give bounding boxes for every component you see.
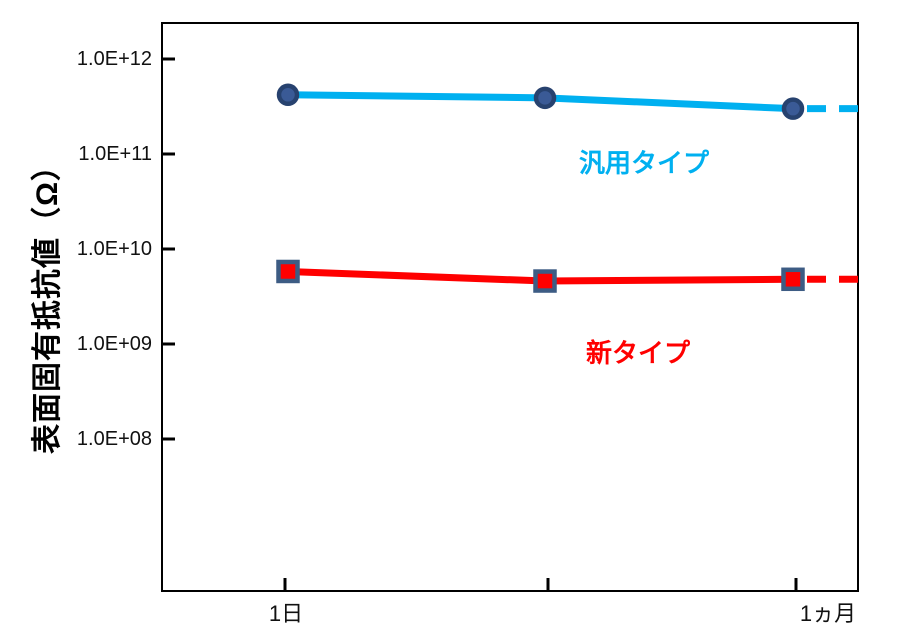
marker-square-new	[276, 259, 300, 284]
marker-circle-general	[533, 86, 557, 110]
series-label-new-type: 新タイプ	[586, 338, 691, 368]
y-tick-label: 1.0E+09	[76, 333, 152, 355]
marker-square-new	[533, 269, 557, 293]
marker-circle-general	[781, 97, 805, 120]
y-tick-label: 1.0E+12	[76, 48, 152, 70]
x-tick-label: 1ヵ月	[799, 601, 857, 626]
y-tick-label: 1.0E+10	[76, 238, 152, 260]
plot-border	[161, 22, 859, 592]
y-tick-label: 1.0E+11	[78, 143, 152, 165]
marker-square-new	[781, 267, 805, 292]
y-tick-label: 1.0E+08	[76, 428, 152, 450]
series-label-general-type: 汎用タイプ	[579, 148, 710, 178]
marker-circle-general	[276, 83, 300, 107]
x-tick-label: 1日	[268, 601, 304, 626]
y-axis-title: 表面固有抵抗値（Ω）	[31, 149, 64, 455]
